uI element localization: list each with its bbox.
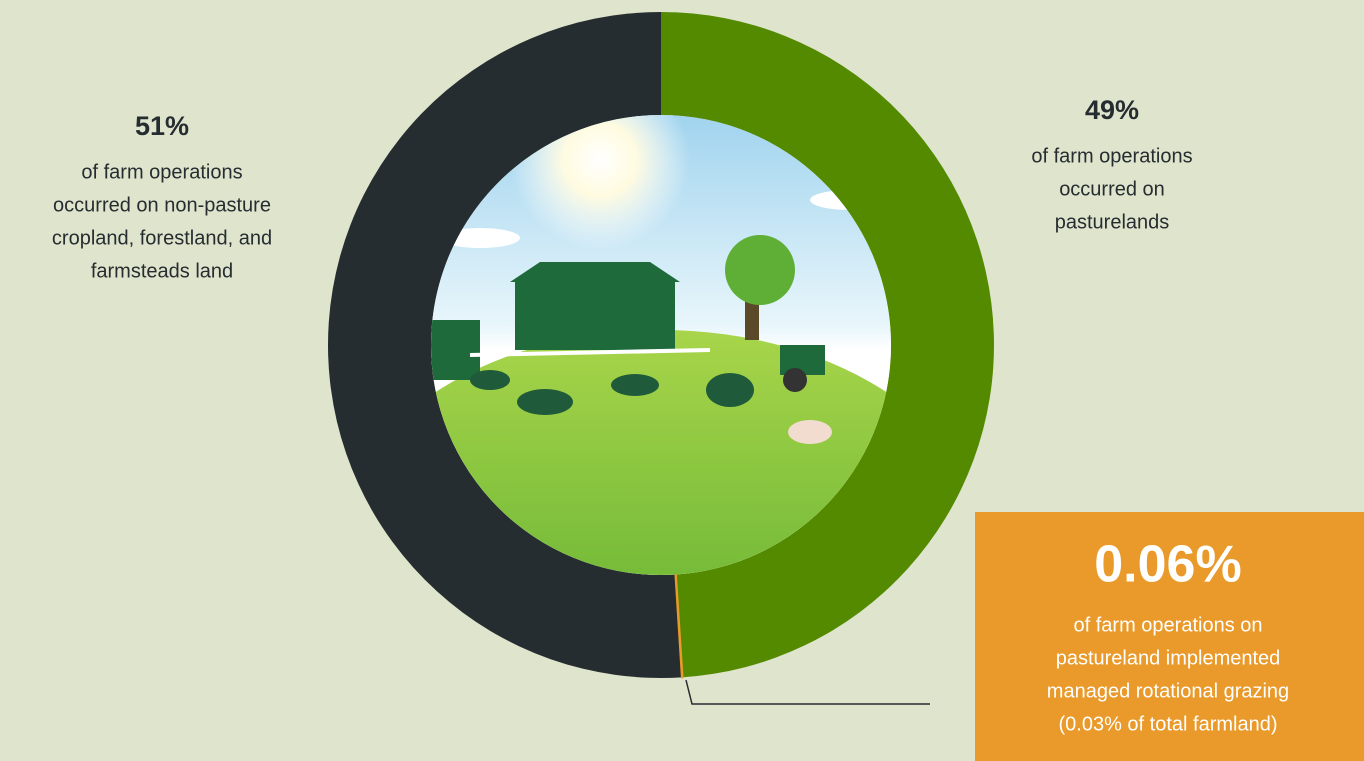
callout-box (975, 512, 1364, 761)
slice-description: cropland, forestland, and (52, 227, 272, 249)
callout-description: managed rotational grazing (1047, 680, 1289, 702)
callout-value-label: 0.06% (1094, 536, 1241, 594)
callout-description: pastureland implemented (1056, 647, 1281, 669)
leader-line (685, 679, 930, 705)
slice-value-label: 49% (1085, 95, 1139, 125)
slice-description: of farm operations (1031, 145, 1192, 167)
donut-slice (328, 12, 682, 678)
slice-description: occurred on (1059, 178, 1165, 200)
slice-description: farmsteads land (91, 260, 233, 282)
slice-description: occurred on non-pasture (53, 194, 271, 216)
donut-slice (661, 12, 995, 678)
callout-description: of farm operations on (1074, 614, 1263, 636)
slice-description: pasturelands (1055, 211, 1170, 233)
callout-description: (0.03% of total farmland) (1059, 713, 1278, 735)
slice-value-label: 51% (135, 111, 189, 141)
farm-illustration (431, 115, 891, 575)
slice-description: of farm operations (81, 161, 242, 183)
